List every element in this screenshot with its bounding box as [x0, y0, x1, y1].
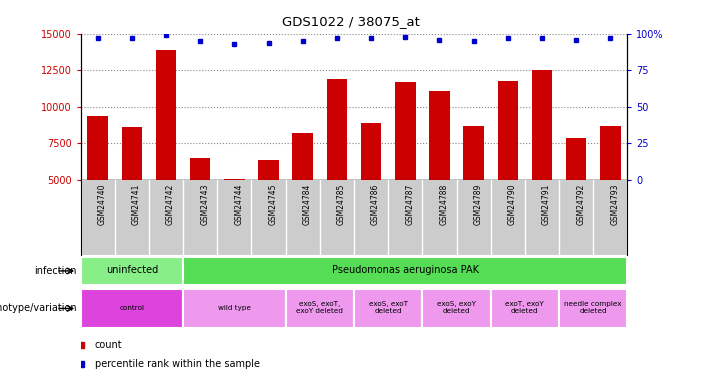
Bar [531, 70, 552, 180]
Bar [354, 289, 422, 328]
Bar [559, 289, 627, 328]
Text: count: count [95, 340, 122, 350]
Text: wild type: wild type [218, 304, 251, 310]
Text: exoT, exoY
deleted: exoT, exoY deleted [505, 301, 544, 314]
Text: GSM24744: GSM24744 [234, 184, 243, 225]
Text: GDS1022 / 38075_at: GDS1022 / 38075_at [282, 15, 419, 28]
Bar [183, 289, 286, 328]
Bar [81, 256, 183, 285]
Text: infection: infection [34, 266, 77, 276]
Bar [395, 82, 416, 180]
Bar [286, 289, 354, 328]
Text: GSM24785: GSM24785 [337, 184, 346, 225]
Text: GSM24790: GSM24790 [508, 184, 517, 225]
Bar [463, 126, 484, 180]
Text: uninfected: uninfected [106, 265, 158, 275]
Bar [258, 159, 279, 180]
Bar [600, 126, 620, 180]
Text: GSM24742: GSM24742 [166, 184, 175, 225]
Text: control: control [119, 304, 144, 310]
Bar [422, 289, 491, 328]
Text: GSM24741: GSM24741 [132, 184, 141, 225]
Bar [183, 256, 627, 285]
Bar [327, 79, 347, 180]
Bar [224, 178, 245, 180]
Text: exoS, exoY
deleted: exoS, exoY deleted [437, 301, 476, 314]
Bar [88, 116, 108, 180]
Text: GSM24745: GSM24745 [268, 184, 278, 225]
Text: GSM24788: GSM24788 [440, 184, 449, 225]
Bar [429, 91, 450, 180]
Bar [190, 158, 210, 180]
Bar [491, 289, 559, 328]
Text: GSM24786: GSM24786 [371, 184, 380, 225]
Text: GSM24784: GSM24784 [303, 184, 312, 225]
Text: Pseudomonas aeruginosa PAK: Pseudomonas aeruginosa PAK [332, 265, 479, 275]
Text: exoS, exoT,
exoY deleted: exoS, exoT, exoY deleted [297, 301, 343, 314]
Bar [292, 133, 313, 180]
Text: GSM24791: GSM24791 [542, 184, 551, 225]
Bar [81, 289, 183, 328]
Text: GSM24789: GSM24789 [474, 184, 482, 225]
Text: GSM24793: GSM24793 [611, 184, 619, 225]
Text: GSM24740: GSM24740 [97, 184, 107, 225]
Text: exoS, exoT
deleted: exoS, exoT deleted [369, 301, 408, 314]
Text: genotype/variation: genotype/variation [0, 303, 77, 313]
Bar [498, 81, 518, 180]
Text: percentile rank within the sample: percentile rank within the sample [95, 359, 259, 369]
Text: GSM24792: GSM24792 [576, 184, 585, 225]
Text: GSM24743: GSM24743 [200, 184, 209, 225]
Bar [566, 138, 586, 180]
Bar [156, 50, 176, 180]
Text: GSM24787: GSM24787 [405, 184, 414, 225]
Text: needle complex
deleted: needle complex deleted [564, 301, 622, 314]
Bar [361, 123, 381, 180]
Bar [122, 128, 142, 180]
